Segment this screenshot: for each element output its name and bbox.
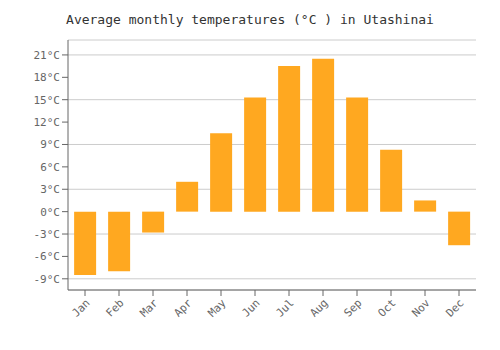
svg-text:3°C: 3°C — [40, 183, 60, 196]
svg-text:15°C: 15°C — [34, 94, 61, 107]
svg-text:Apr: Apr — [171, 296, 195, 320]
svg-text:Oct: Oct — [375, 296, 398, 319]
svg-text:Jun: Jun — [239, 296, 262, 319]
html-text:Average monthly temperatures (: Average monthly temperatures (°C ) in Ut… — [66, 12, 434, 27]
svg-text:9°C: 9°C — [40, 138, 60, 151]
svg-text:Nov: Nov — [409, 296, 433, 320]
svg-text:21°C: 21°C — [34, 49, 61, 62]
svg-text:0°C: 0°C — [40, 206, 60, 219]
svg-text:12°C: 12°C — [34, 116, 61, 129]
svg-text:May: May — [205, 296, 229, 320]
svg-text:-6°C: -6°C — [34, 250, 61, 263]
svg-text:-9°C: -9°C — [34, 273, 61, 286]
svg-text:Aug: Aug — [307, 296, 330, 319]
svg-text:Jul: Jul — [273, 296, 296, 319]
svg-text:Sep: Sep — [341, 296, 364, 319]
svg-text:Dec: Dec — [443, 296, 466, 319]
svg-text:6°C: 6°C — [40, 161, 60, 174]
svg-text:Mar: Mar — [137, 296, 161, 320]
svg-text:Jan: Jan — [69, 296, 92, 319]
svg-text:18°C: 18°C — [34, 71, 61, 84]
svg-text:-3°C: -3°C — [34, 228, 61, 241]
svg-text:Feb: Feb — [103, 296, 126, 319]
